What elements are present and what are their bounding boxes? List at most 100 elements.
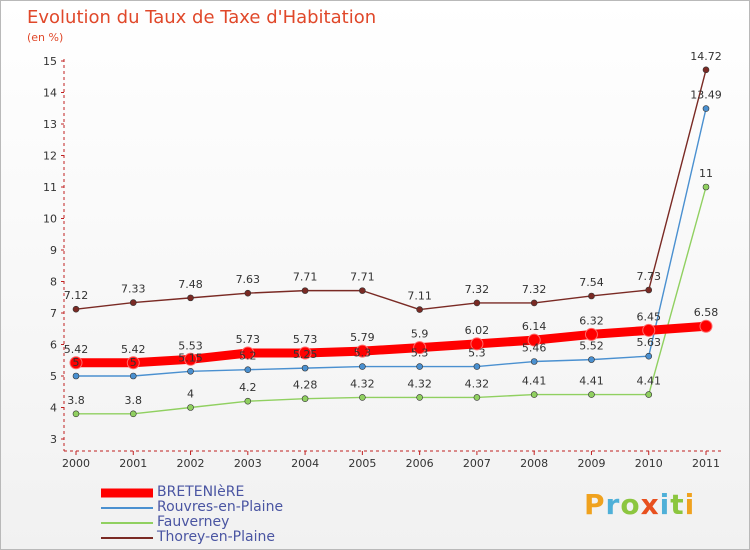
data-label: 4.28: [293, 379, 318, 392]
data-point: [355, 344, 369, 358]
data-label: 5.42: [64, 343, 89, 356]
legend-item: Fauverney: [101, 515, 283, 530]
x-tick-label: 2007: [463, 457, 491, 470]
logo-letter: r: [605, 488, 621, 521]
logo-letter: P: [584, 488, 606, 521]
data-point: [244, 366, 252, 374]
data-label: 5.46: [522, 342, 547, 355]
x-tick-label: 2008: [520, 457, 548, 470]
data-label: 5.2: [239, 350, 257, 363]
logo-letter: i: [659, 488, 671, 521]
chart-legend: BRETENIèRE Rouvres-en-Plaine Fauverney Thor…: [101, 485, 283, 545]
series-line: [75, 186, 707, 415]
data-point: [473, 394, 481, 401]
data-point: [298, 346, 312, 360]
legend-swatch: [101, 506, 153, 509]
y-tick-label: 14: [43, 87, 57, 100]
series-thorey-en-plaine: [72, 66, 710, 313]
logo-letter: i: [684, 488, 696, 521]
data-point: [187, 404, 194, 411]
logo-letter: t: [670, 488, 685, 521]
data-label: 5.63: [636, 336, 661, 349]
data-point: [69, 356, 83, 370]
data-label: 3.8: [125, 394, 143, 407]
data-label: 7.71: [293, 271, 318, 284]
data-point: [702, 66, 710, 74]
x-tick-label: 2009: [577, 457, 605, 470]
data-point: [645, 286, 653, 294]
series-rouvres-en-plaine: [72, 105, 710, 380]
x-tick-label: 2000: [62, 457, 90, 470]
series-line: [71, 321, 711, 368]
data-point: [129, 299, 137, 306]
data-label: 7.73: [636, 270, 661, 283]
data-point: [473, 363, 481, 370]
x-tick-label: 2011: [692, 457, 720, 470]
data-label: 14.72: [690, 50, 722, 63]
data-label: 13.49: [690, 89, 722, 102]
data-point: [470, 337, 484, 351]
data-point: [301, 364, 309, 372]
data-label: 4: [187, 388, 194, 401]
data-label: 5.9: [411, 328, 429, 341]
y-tick-label: 5: [50, 370, 57, 383]
legend-item: BRETENIèRE: [101, 485, 283, 500]
data-label: 5: [73, 356, 80, 369]
data-label: 5.53: [178, 339, 203, 352]
data-point: [184, 352, 198, 366]
data-point: [702, 105, 710, 112]
data-point: [699, 319, 713, 333]
data-point: [588, 292, 595, 300]
data-label: 6.14: [522, 320, 547, 333]
data-label: 4.32: [465, 377, 490, 390]
data-point: [702, 183, 710, 191]
data-point: [72, 305, 80, 313]
x-tick-label: 2003: [234, 457, 262, 470]
legend-label: Rouvres-en-Plaine: [157, 499, 284, 515]
data-label: 7.12: [64, 289, 89, 302]
legend-swatch: [101, 521, 153, 524]
data-point: [301, 287, 309, 294]
data-label: 4.41: [522, 375, 547, 388]
data-label: 7.54: [579, 276, 604, 289]
data-point: [413, 341, 427, 355]
data-label: 5.42: [121, 343, 146, 356]
data-label: 5.15: [178, 351, 203, 364]
data-label: 5.3: [468, 347, 486, 360]
data-label: 11: [699, 167, 713, 180]
y-tick-label: 7: [50, 307, 57, 320]
data-label: 6.32: [579, 314, 604, 327]
data-point: [416, 306, 423, 313]
series-breteni-re: [69, 319, 713, 370]
data-point: [645, 352, 653, 360]
legend-swatch: [101, 536, 153, 539]
data-point: [584, 327, 598, 341]
proxiti-logo: Proxiti: [584, 488, 695, 521]
legend-item: Thorey-en-Plaine: [101, 530, 283, 545]
legend-label: BRETENIèRE: [157, 484, 245, 500]
data-label: 4.32: [350, 377, 375, 390]
data-label: 7.33: [121, 283, 146, 296]
data-point: [359, 394, 366, 401]
data-point: [244, 397, 252, 405]
data-point: [359, 287, 366, 294]
data-label: 7.63: [236, 273, 261, 286]
logo-letter: o: [620, 488, 641, 521]
x-tick-label: 2010: [635, 457, 663, 470]
data-point: [72, 410, 80, 418]
x-tick-label: 2005: [348, 457, 376, 470]
data-label: 5.79: [350, 331, 375, 344]
y-tick-label: 10: [43, 213, 57, 226]
data-point: [527, 333, 541, 347]
chart-unit-label: (en %): [27, 31, 64, 44]
x-tick-label: 2006: [406, 457, 434, 470]
series-line: [75, 107, 707, 377]
data-label: 7.32: [465, 283, 490, 296]
x-tick-label: 2002: [177, 457, 205, 470]
y-tick-label: 13: [43, 118, 57, 131]
data-point: [530, 391, 538, 398]
data-point: [588, 391, 595, 398]
data-point: [359, 363, 366, 370]
data-point: [244, 289, 252, 297]
